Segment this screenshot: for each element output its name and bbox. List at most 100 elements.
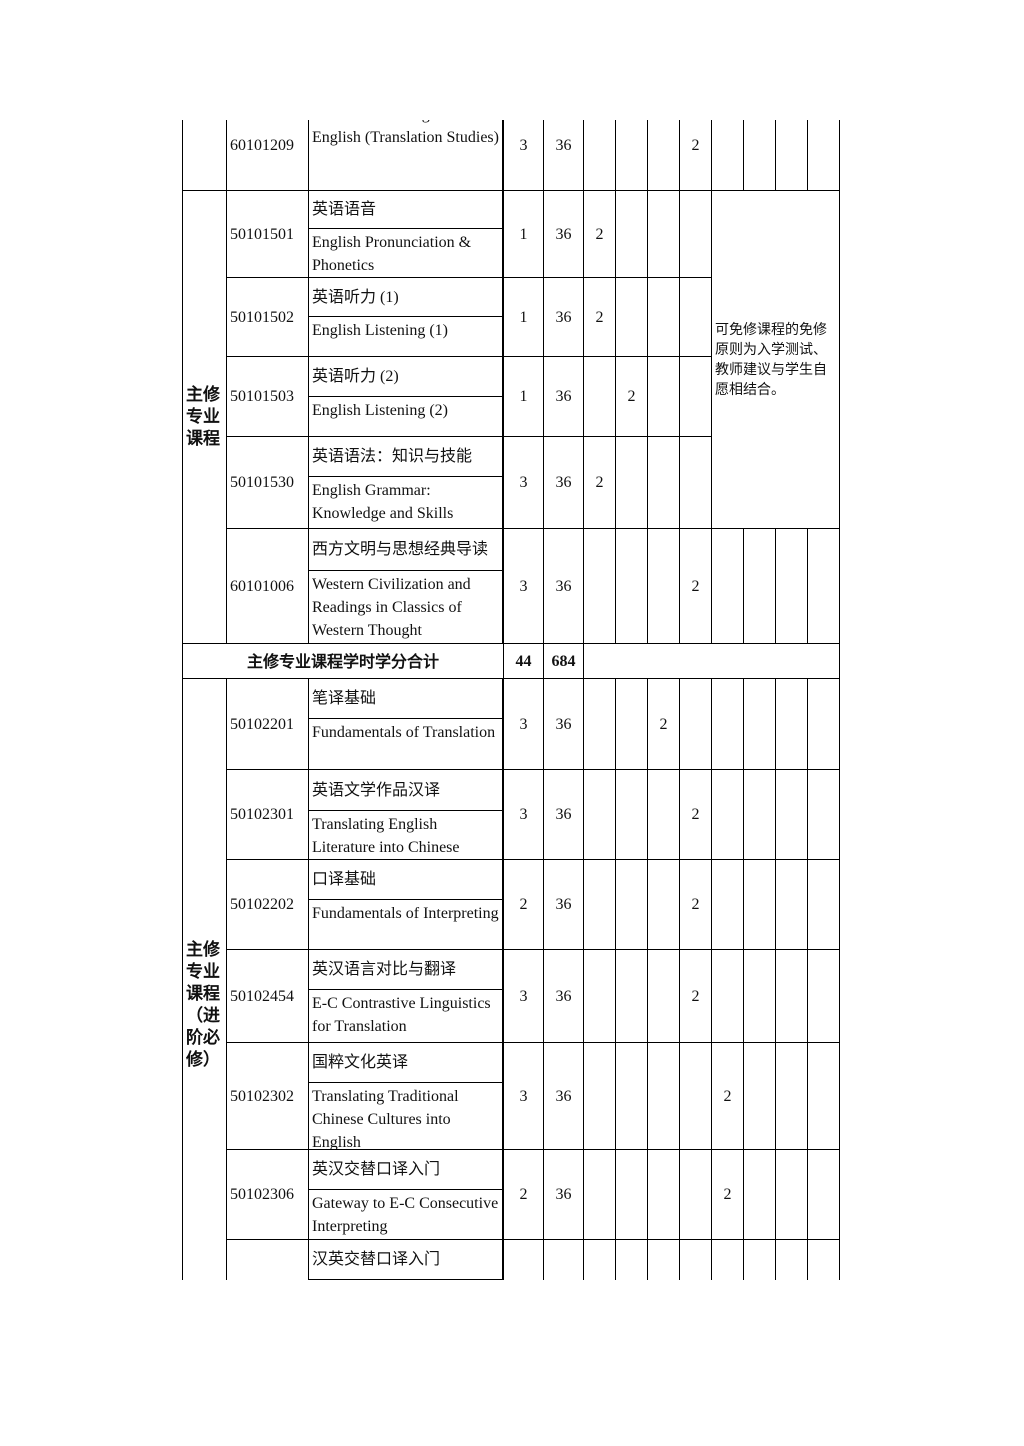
semester-hours (807, 1149, 840, 1240)
course-code: 60101006 (226, 528, 309, 644)
semester-hours (583, 1149, 616, 1240)
course-name-cn: 口译基础 (308, 859, 504, 900)
semester-hours (647, 436, 680, 529)
hours: 36 (543, 1042, 584, 1150)
hours: 36 (543, 769, 584, 860)
semester-hours (615, 120, 648, 191)
semester-hours (743, 769, 776, 860)
semester-hours (615, 436, 648, 529)
course-code: 50101530 (226, 436, 309, 529)
credits: 2 (503, 1149, 544, 1240)
credits: 3 (503, 436, 544, 529)
semester-hours (807, 528, 840, 644)
course-code: 60101209 (226, 120, 309, 191)
semester-hours (615, 277, 648, 357)
semester-hours (743, 678, 776, 770)
category-label: 主修专业课程（进阶必修） (182, 678, 227, 1280)
semester-hours (807, 1239, 840, 1280)
semester-hours (775, 769, 808, 860)
semester-hours (807, 949, 840, 1043)
course-name-en: Translating English Literature into Chin… (308, 810, 504, 860)
credits (503, 1239, 544, 1280)
semester-hours (775, 1149, 808, 1240)
semester-hours (743, 528, 776, 644)
course-name-cn: 笔译基础 (308, 678, 504, 719)
semester-hours (679, 1239, 712, 1280)
credits: 3 (503, 769, 544, 860)
course-name-en: Translating Traditional Chinese Cultures… (308, 1082, 504, 1150)
credits: 1 (503, 356, 544, 437)
semester-hours (775, 859, 808, 950)
semester-hours (583, 859, 616, 950)
total-hours: 684 (543, 643, 584, 679)
semester-hours (679, 356, 712, 437)
semester-hours (743, 949, 776, 1043)
course-code: 50101503 (226, 356, 309, 437)
course-name-cn: 英语听力 (1) (308, 277, 504, 317)
hours: 36 (543, 1149, 584, 1240)
semester-hours: 2 (583, 277, 616, 357)
course-name-cn: 英语文学作品汉译 (308, 769, 504, 811)
semester-hours (647, 949, 680, 1043)
credits: 3 (503, 678, 544, 770)
course-code: 50102306 (226, 1149, 309, 1240)
semester-hours (647, 1239, 680, 1280)
semester-hours (583, 949, 616, 1043)
course-name-cn: 西方文明与思想经典导读 (308, 528, 504, 571)
semester-hours (807, 678, 840, 770)
semester-hours (775, 528, 808, 644)
hours (543, 1239, 584, 1280)
course-code: 50102202 (226, 859, 309, 950)
semester-hours (775, 949, 808, 1043)
credits: 2 (503, 859, 544, 950)
semester-hours (775, 1239, 808, 1280)
semester-hours (775, 678, 808, 770)
semester-hours (775, 1042, 808, 1150)
semester-hours: 2 (679, 769, 712, 860)
semester-hours (615, 528, 648, 644)
course-name-en: English Pronunciation & Phonetics (308, 228, 504, 278)
hours: 36 (543, 356, 584, 437)
semester-hours (711, 769, 744, 860)
semester-hours (743, 1239, 776, 1280)
credits: 1 (503, 190, 544, 278)
semester-hours (615, 949, 648, 1043)
course-name-cn: 英语语音 (308, 190, 504, 229)
semester-hours (743, 859, 776, 950)
semester-hours: 2 (679, 120, 712, 191)
semester-hours (711, 949, 744, 1043)
semester-hours: 2 (679, 949, 712, 1043)
course-code (226, 1239, 309, 1280)
semester-hours (647, 1042, 680, 1150)
hours: 36 (543, 120, 584, 191)
semester-hours (583, 678, 616, 770)
semester-hours (583, 356, 616, 437)
semester-hours (647, 190, 680, 278)
hours: 36 (543, 859, 584, 950)
course-name-en: Academic Writing in English (Translation… (308, 120, 504, 191)
course-code: 50101502 (226, 277, 309, 357)
course-code: 50102454 (226, 949, 309, 1043)
semester-hours (711, 859, 744, 950)
semester-hours (807, 769, 840, 860)
semester-hours (615, 678, 648, 770)
semester-hours (711, 678, 744, 770)
semester-hours (615, 1149, 648, 1240)
category (182, 120, 227, 191)
course-name-cn: 国粹文化英译 (308, 1042, 504, 1083)
hours: 36 (543, 190, 584, 278)
semester-hours (679, 1042, 712, 1150)
exemption-note: 可免修课程的免修原则为入学测试、教师建议与学生自愿相结合。 (711, 190, 840, 529)
category-label: 主修专业课程 (182, 190, 227, 644)
semester-hours (615, 769, 648, 860)
hours: 36 (543, 277, 584, 357)
course-name-en: Fundamentals of Translation (308, 718, 504, 770)
course-name-en (308, 1279, 504, 1280)
semester-hours (679, 1149, 712, 1240)
credits: 3 (503, 949, 544, 1043)
semester-hours (583, 769, 616, 860)
total-blank (583, 643, 840, 679)
semester-hours (743, 1149, 776, 1240)
course-name-en: Western Civilization and Readings in Cla… (308, 570, 504, 644)
semester-hours (615, 190, 648, 278)
